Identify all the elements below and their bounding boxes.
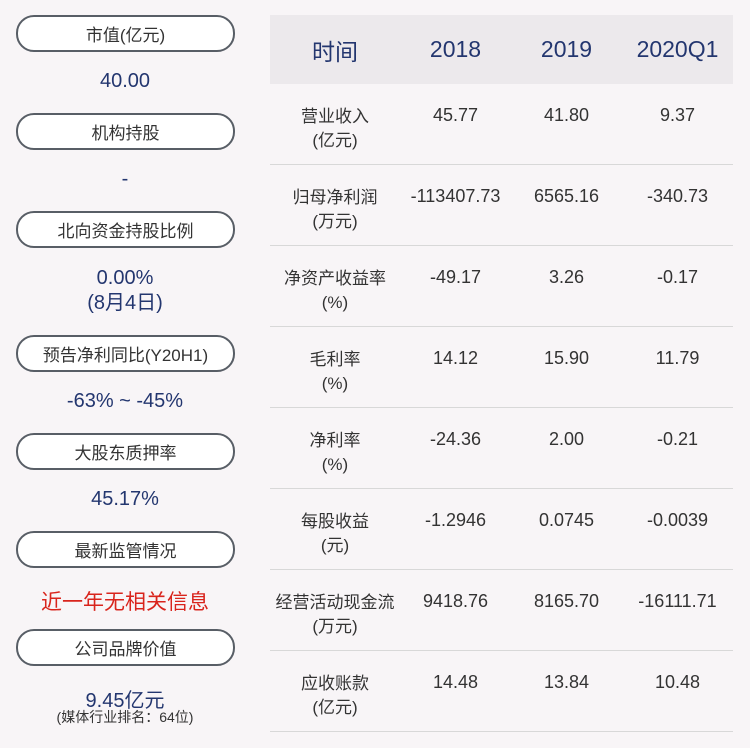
northbound-percent: 0.00% xyxy=(96,267,154,289)
cell-2019: 0.0745 xyxy=(538,510,595,530)
table-row: 毛利率 (%) 14.12 15.90 11.79 xyxy=(270,327,733,408)
cell-2018: 9418.76 xyxy=(422,591,489,611)
northbound-label: 北向资金持股比例 xyxy=(16,211,235,248)
cell-2020q1: 9.37 xyxy=(659,105,696,125)
cell-2020q1: 10.48 xyxy=(654,672,701,692)
row-label: 经营活动现金流 (万元) xyxy=(275,593,395,636)
northbound-value: 0.00% (8月4日) xyxy=(0,266,250,316)
market-cap-value: 40.00 xyxy=(99,70,151,92)
cell-2018: -24.36 xyxy=(429,429,482,449)
row-label: 归母净利润 (万元) xyxy=(292,188,378,231)
cell-2019: 41.80 xyxy=(543,105,590,125)
cell-2018: 14.48 xyxy=(432,672,479,692)
table-row: 净利率 (%) -24.36 2.00 -0.21 xyxy=(270,408,733,489)
financial-table: 时间 2018 2019 2020Q1 营业收入 (亿元) 45.77 41.80… xyxy=(270,15,733,732)
market-cap-label: 市值(亿元) xyxy=(16,15,235,52)
cell-2018: -49.17 xyxy=(429,267,482,287)
cell-2019: 15.90 xyxy=(543,348,590,368)
cell-2020q1: -0.21 xyxy=(656,429,699,449)
brand-label: 公司品牌价值 xyxy=(16,629,235,666)
table-header: 时间 2018 2019 2020Q1 xyxy=(270,15,733,84)
cell-2018: -113407.73 xyxy=(410,186,501,206)
cell-2019: 2.00 xyxy=(548,429,585,449)
header-2018: 2018 xyxy=(429,36,482,62)
row-label: 毛利率 (%) xyxy=(309,350,361,393)
row-label: 每股收益 (元) xyxy=(301,512,369,555)
table-row: 营业收入 (亿元) 45.77 41.80 9.37 xyxy=(270,84,733,165)
cell-2018: 14.12 xyxy=(432,348,479,368)
row-label: 应收账款 (亿元) xyxy=(301,674,369,717)
cell-2020q1: -16111.71 xyxy=(638,591,717,611)
pledge-value: 45.17% xyxy=(91,488,159,510)
table-row: 净资产收益率 (%) -49.17 3.26 -0.17 xyxy=(270,246,733,327)
table-row: 每股收益 (元) -1.2946 0.0745 -0.0039 xyxy=(270,489,733,570)
row-label: 净资产收益率 (%) xyxy=(284,269,386,312)
brand-rank-note: (媒体行业排名：64位) xyxy=(56,709,194,725)
forecast-label: 预告净利同比(Y20H1) xyxy=(16,335,235,372)
northbound-date: (8月4日) xyxy=(87,292,163,314)
header-period: 时间 xyxy=(312,38,358,65)
brand-value: 9.45亿元 xyxy=(85,690,165,712)
cell-2019: 13.84 xyxy=(543,672,590,692)
row-label: 净利率 (%) xyxy=(309,431,361,474)
regulation-label: 最新监管情况 xyxy=(16,531,235,568)
row-label: 营业收入 (亿元) xyxy=(301,107,369,150)
cell-2018: 45.77 xyxy=(432,105,479,125)
cell-2020q1: -0.0039 xyxy=(646,510,709,530)
institution-label: 机构持股 xyxy=(16,113,235,150)
cell-2019: 3.26 xyxy=(548,267,585,287)
header-2019: 2019 xyxy=(540,36,593,62)
pledge-label: 大股东质押率 xyxy=(16,433,235,470)
cell-2020q1: -340.73 xyxy=(646,186,709,206)
table-row: 归母净利润 (万元) -113407.73 6565.16 -340.73 xyxy=(270,165,733,246)
table-row: 经营活动现金流 (万元) 9418.76 8165.70 -16111.71 xyxy=(270,570,733,651)
institution-value: - xyxy=(121,168,129,190)
cell-2020q1: 11.79 xyxy=(655,348,700,368)
forecast-value: -63% ~ -45% xyxy=(66,390,184,412)
left-panel: 市值(亿元) 40.00 机构持股 - 北向资金持股比例 0.00% (8月4日… xyxy=(0,0,250,748)
cell-2019: 6565.16 xyxy=(533,186,600,206)
header-2020q1: 2020Q1 xyxy=(636,36,719,62)
cell-2018: -1.2946 xyxy=(424,510,487,530)
regulation-value: 近一年无相关信息 xyxy=(41,591,209,614)
table-row: 应收账款 (亿元) 14.48 13.84 10.48 xyxy=(270,651,733,732)
cell-2020q1: -0.17 xyxy=(656,267,699,287)
cell-2019: 8165.70 xyxy=(533,591,600,611)
